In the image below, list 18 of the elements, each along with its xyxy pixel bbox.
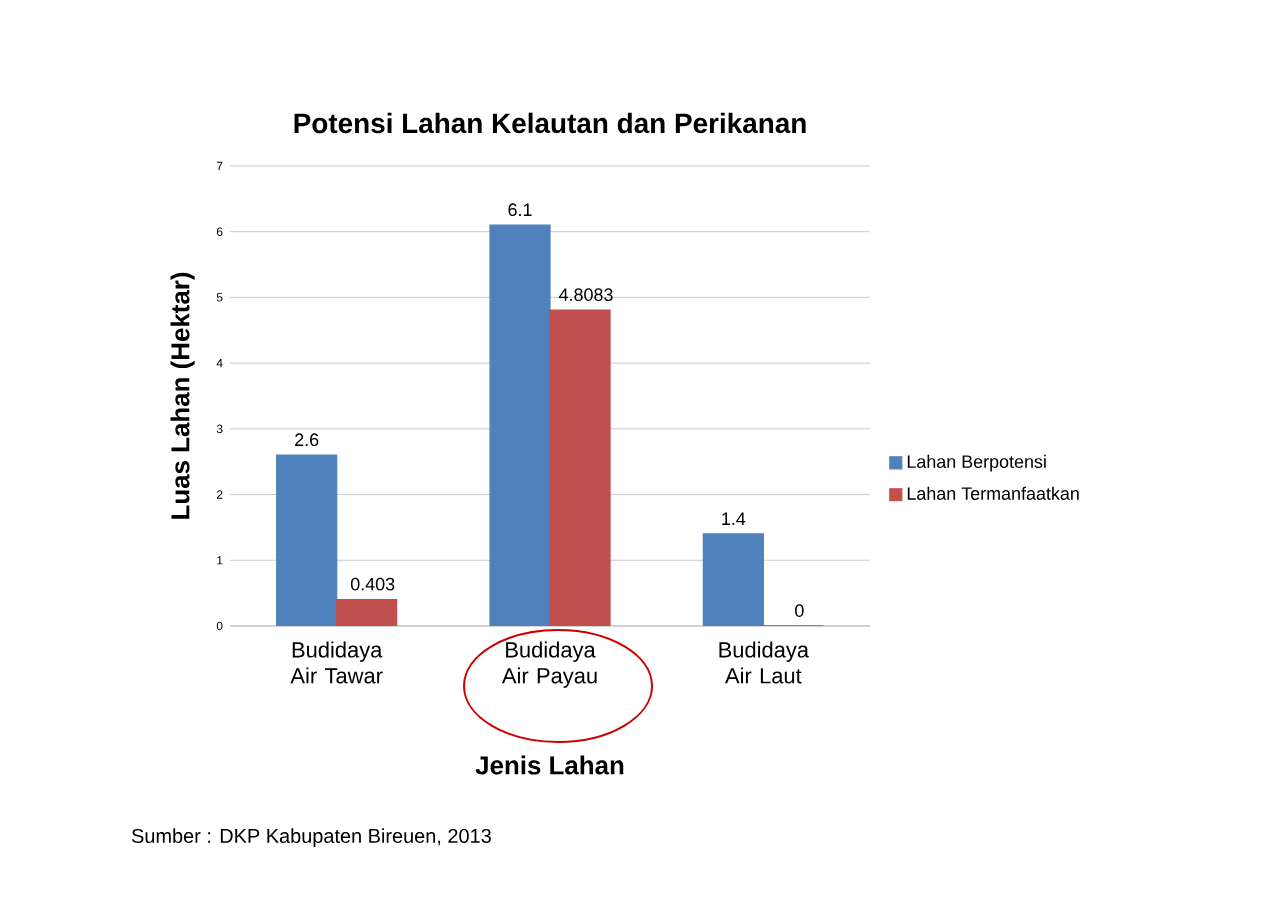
data-label: 6.1 (508, 203, 532, 217)
bar (489, 224, 551, 626)
x-axis-title: Jenis Lahan (475, 755, 624, 775)
x-tick-label: Budidaya Air Laut (719, 641, 810, 684)
legend-label: Lahan Termanfaatkan (907, 486, 1079, 500)
data-label: 0 (795, 604, 804, 617)
bar (702, 533, 764, 626)
data-label: 4.8083 (559, 288, 613, 301)
chart-title: Potensi Lahan Kelautan dan Perikanan (294, 112, 806, 134)
data-label: 0.403 (350, 577, 395, 591)
text: Sumber : DKP Kabupaten Bireuen, 2013 (131, 828, 491, 847)
bar (276, 454, 338, 626)
data-label: 2.6 (295, 433, 319, 447)
data-label: 1.4 (722, 512, 746, 525)
legend-label: Lahan Berpotensi (907, 454, 1046, 472)
x-tick-label: Budidaya Air Tawar (290, 641, 383, 684)
y-axis-title: Luas Lahan (Hektar) (170, 272, 195, 519)
x-tick-label: Budidaya Air Payau (501, 641, 597, 688)
